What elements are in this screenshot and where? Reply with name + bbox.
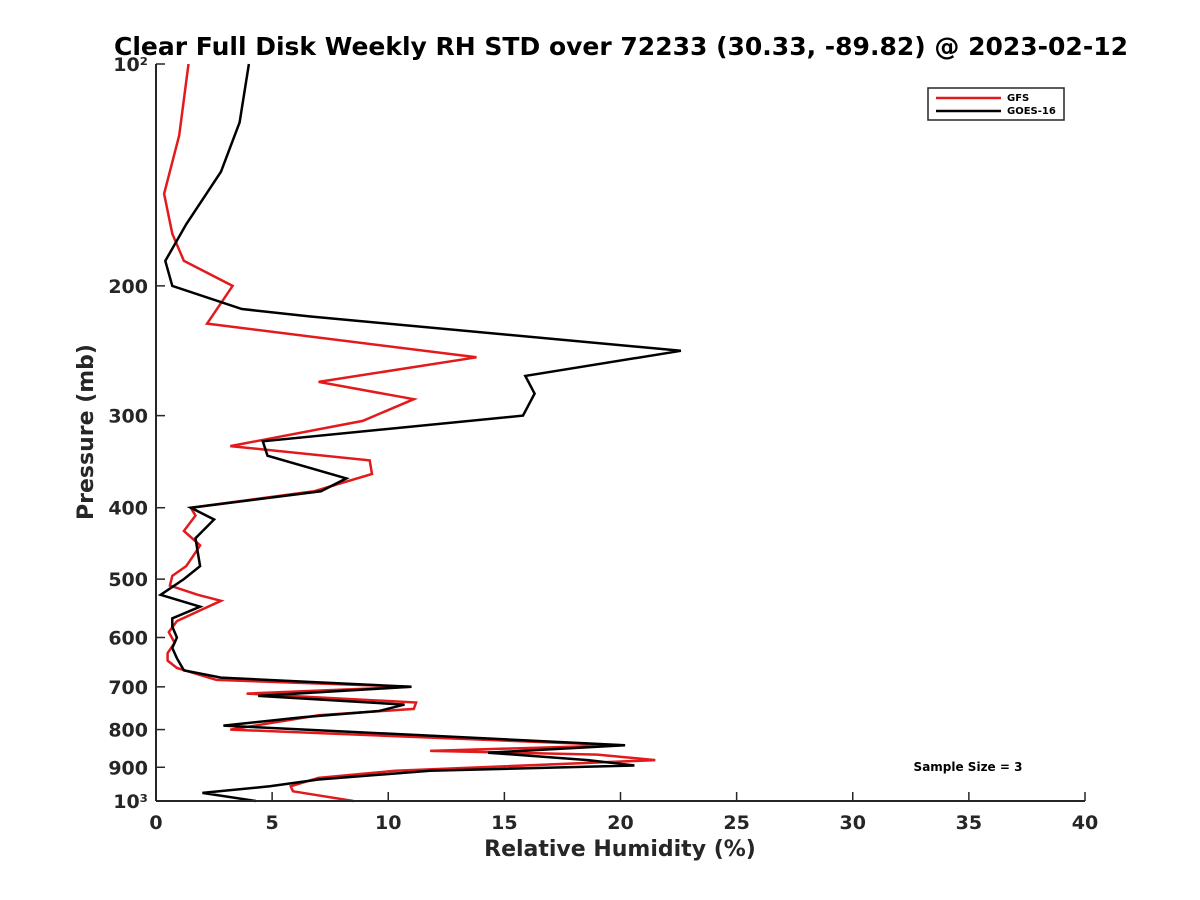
x-tick-label: 5 (266, 812, 279, 834)
y-tick-label: 400 (108, 498, 148, 520)
y-tick-label: 600 (108, 627, 148, 649)
x-tick-label: 0 (149, 812, 162, 834)
series-line-goes16 (157, 63, 682, 803)
y-tick-label: 300 (108, 406, 148, 428)
x-tick-label: 40 (1072, 812, 1098, 834)
y-tick-label: 10² (113, 54, 148, 76)
series-line-gfs (162, 63, 656, 803)
y-axis-label: Pressure (mb) (74, 344, 99, 520)
y-tick-label: 800 (108, 720, 148, 742)
y-tick-label: 200 (108, 276, 148, 298)
x-tick-label: 25 (723, 812, 749, 834)
legend-label-goes16: GOES-16 (1007, 106, 1056, 117)
series-lines (157, 63, 682, 803)
y-tick-label: 700 (108, 677, 148, 699)
y-tick-label: 10³ (113, 791, 148, 813)
legend: GFS GOES-16 (927, 87, 1065, 121)
axis-ticks: 0 5 10 15 20 25 30 35 40 10² 200 300 400 500 600 700 800… (108, 54, 1098, 834)
x-tick-label: 30 (840, 812, 866, 834)
x-tick-label: 15 (491, 812, 517, 834)
legend-box (927, 87, 1065, 121)
x-tick-label: 20 (607, 812, 633, 834)
x-tick-label: 35 (956, 812, 982, 834)
legend-label-gfs: GFS (1007, 93, 1029, 104)
sample-size-annotation: Sample Size = 3 (914, 760, 1023, 774)
y-tick-label: 500 (108, 569, 148, 591)
x-axis-label: Relative Humidity (%) (484, 837, 756, 862)
x-tick-label: 10 (375, 812, 401, 834)
chart-title: Clear Full Disk Weekly RH STD over 72233… (114, 32, 1128, 61)
y-tick-label: 900 (108, 757, 148, 779)
